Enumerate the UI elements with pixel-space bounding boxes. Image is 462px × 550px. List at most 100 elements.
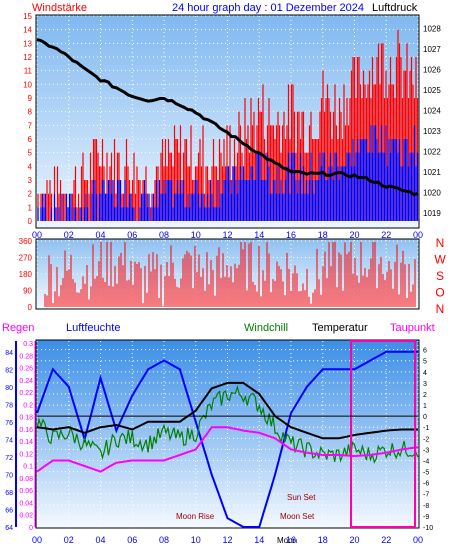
wind-tick: 4 (28, 162, 33, 171)
temperature-tick: -7 (423, 492, 429, 499)
pressure-tick: 1021 (423, 168, 441, 177)
sun-set-label: Sun Set (287, 493, 316, 502)
time-axis-labels-bottom: 00 02 04 06 08 10 12 14 16 18 20 22 00 (32, 535, 423, 545)
wind-tick: 13 (23, 39, 32, 48)
temperature-tick: -5 (423, 470, 429, 477)
compass-label: O (435, 286, 444, 300)
wind-tick: 14 (23, 26, 32, 35)
direction-tick: 270 (19, 254, 33, 263)
temperature-tick: -4 (423, 458, 429, 465)
temperature-tick: 2 (423, 392, 427, 399)
humidity-axis-labels: 64 66 68 70 72 74 76 78 80 82 84 (5, 341, 17, 532)
direction-axis-labels: 0 90 180 270 360 (19, 237, 33, 312)
temperature-tick: -8 (423, 503, 429, 510)
time-tick: 00 (413, 535, 423, 545)
time-tick: 02 (64, 230, 74, 240)
direction-tick: 180 (19, 270, 33, 279)
humidity-tick: 76 (5, 420, 13, 427)
pressure-tick: 1019 (423, 209, 441, 218)
legend-regen: Regen (2, 322, 34, 334)
direction-tick: 360 (19, 237, 33, 246)
time-tick: 12 (222, 535, 232, 545)
time-tick: 06 (127, 230, 137, 240)
pressure-tick: 1027 (423, 45, 441, 54)
time-tick: 16 (286, 535, 296, 545)
header-left-label: Windstärke (32, 2, 87, 14)
temperature-tick: -9 (423, 514, 429, 521)
pressure-tick: 1026 (423, 65, 441, 74)
temperature-tick: 1 (423, 403, 427, 410)
wind-tick: 12 (23, 53, 32, 62)
direction-tick: 90 (23, 287, 32, 296)
rain-tick: 0.2 (23, 402, 33, 409)
time-tick: 06 (127, 535, 137, 545)
time-tick: 18 (318, 535, 328, 545)
time-tick: 08 (159, 230, 169, 240)
pressure-tick: 1025 (423, 86, 441, 95)
wind-tick: 8 (28, 108, 33, 117)
legend-taupunkt: Taupunkt (390, 322, 435, 334)
rain-tick: 0.08 (19, 476, 33, 483)
temperature-tick: 6 (423, 348, 427, 355)
compass-label: S (436, 269, 444, 283)
wind-tick: 0 (28, 217, 33, 226)
time-tick: 08 (159, 535, 169, 545)
time-tick: 00 (32, 535, 42, 545)
temperature-tick: -1 (423, 425, 429, 432)
pressure-tick: 1023 (423, 127, 441, 136)
time-tick: 12 (222, 230, 232, 240)
moon-axis-label: Moon (277, 536, 297, 545)
rain-tick: 0.02 (19, 513, 33, 520)
humidity-tick: 68 (5, 490, 13, 497)
rain-tick: 0.1 (23, 464, 33, 471)
wind-tick: 15 (23, 12, 32, 21)
temperature-line (36, 381, 418, 440)
pressure-tick: 1024 (423, 106, 441, 115)
rain-axis-labels: 0 0.02 0.04 0.06 0.08 0.1 0.12 0.14 0.16 0.18 0.2 0… (19, 341, 36, 532)
time-tick: 22 (381, 535, 391, 545)
humidity-tick: 72 (5, 455, 13, 462)
time-tick: 20 (349, 230, 359, 240)
rain-tick: 0.14 (19, 439, 33, 446)
temperature-tick: 4 (423, 370, 427, 377)
time-tick: 10 (191, 230, 201, 240)
humidity-tick: 80 (5, 385, 13, 392)
rain-tick: 0.3 (23, 341, 33, 348)
rain-tick: 0.26 (19, 366, 33, 373)
humidity-tick: 82 (5, 367, 13, 374)
pressure-tick: 1028 (423, 24, 441, 33)
wind-tick: 9 (28, 94, 33, 103)
direction-tick: 0 (28, 303, 33, 312)
compass-label: N (436, 236, 445, 250)
wind-direction-bars (44, 241, 416, 307)
humidity-tick: 70 (5, 472, 13, 479)
wind-tick: 10 (23, 80, 32, 89)
night-marker-box (350, 340, 416, 528)
chart-title: 24 hour graph day : 01 Dezember 2024 (172, 2, 364, 14)
time-tick: 02 (64, 535, 74, 545)
pressure-axis-labels: 1019 1020 1021 1022 1023 1024 1025 1026 1027 1028 (423, 24, 441, 218)
wind-tick: 3 (28, 176, 33, 185)
humidity-tick: 74 (5, 437, 13, 444)
rain-tick: 0.04 (19, 500, 33, 507)
humidity-line (36, 350, 418, 528)
wind-tick: 6 (28, 135, 33, 144)
time-tick: 04 (95, 230, 105, 240)
header-right-label: Luftdruck (372, 2, 418, 14)
wind-tick: 11 (24, 67, 33, 76)
time-tick: 18 (318, 230, 328, 240)
legend-temperatur: Temperatur (312, 322, 368, 334)
time-tick: 14 (254, 230, 264, 240)
pressure-tick: 1022 (423, 147, 441, 156)
temperature-tick: -10 (423, 525, 433, 532)
wind-tick: 2 (28, 190, 33, 199)
time-tick: 16 (286, 230, 296, 240)
rain-tick: 0.18 (19, 415, 33, 422)
temperature-tick: 5 (423, 359, 427, 366)
temperature-tick: 3 (423, 381, 427, 388)
legend-luftfeuchte: Luftfeuchte (66, 322, 120, 334)
time-tick: 00 (32, 230, 42, 240)
